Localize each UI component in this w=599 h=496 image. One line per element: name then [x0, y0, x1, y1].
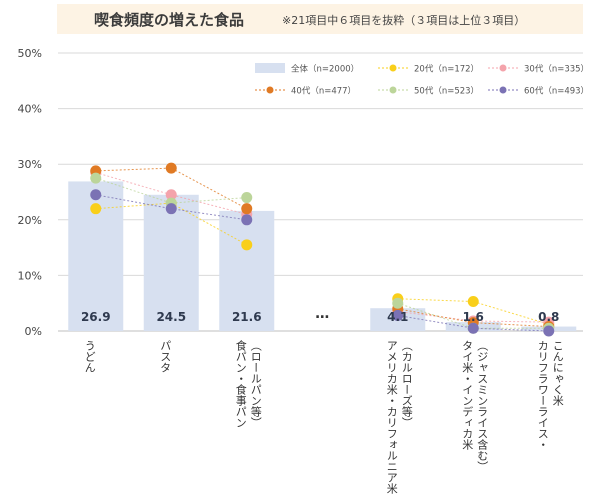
data-point-30s	[165, 189, 177, 201]
bar-value-label: 0.8	[538, 310, 559, 324]
y-tick-label: 30%	[18, 158, 42, 171]
data-point-20s	[467, 296, 479, 308]
data-point-60s	[543, 325, 555, 337]
legend-label: 全体（n=2000）	[291, 64, 359, 75]
series-line-20s	[397, 298, 549, 325]
category-label: タイ米・インディカ米	[461, 340, 474, 451]
series-line-50s	[397, 302, 549, 329]
category-label: アメリカ米・カリフォルニア米	[385, 340, 398, 495]
data-point-60s	[165, 203, 177, 215]
category-label: （カルローズ等）	[400, 340, 413, 428]
category-label: （ロールパン等）	[249, 340, 262, 428]
total-bar	[143, 194, 199, 331]
category-label: うどん	[83, 340, 96, 373]
bar-value-label: 26.9	[81, 310, 111, 324]
legend-dot	[389, 64, 397, 72]
series-line-20s	[95, 202, 247, 246]
chart-note: ※21項目中６項目を抜粋（３項目は上位３項目）	[282, 14, 526, 27]
y-tick-label: 10%	[18, 269, 42, 282]
data-point-20s	[90, 203, 102, 215]
bar-value-label: 21.6	[232, 310, 262, 324]
legend-dot	[266, 86, 274, 94]
data-point-50s	[90, 172, 102, 184]
data-point-60s	[90, 189, 102, 201]
series-line-40s	[95, 167, 247, 210]
data-point-50s	[241, 192, 253, 204]
y-tick-label: 20%	[18, 214, 42, 227]
category-label: こんにゃく米	[551, 340, 564, 407]
legend-label: 40代（n=477）	[291, 86, 356, 97]
chart-title: 喫食頻度の増えた食品	[94, 11, 245, 29]
legend-dot	[499, 86, 507, 94]
data-point-60s	[392, 309, 404, 321]
total-bar	[219, 210, 275, 331]
legend-label: 30代（n=335）	[524, 64, 589, 75]
data-point-40s	[165, 162, 177, 174]
legend-label: 50代（n=523）	[414, 86, 479, 97]
y-tick-label: 0%	[25, 325, 42, 338]
category-label: （ジャスミンライス含む）	[476, 340, 489, 472]
category-label: パスタ	[159, 340, 172, 373]
legend-label: 60代（n=493）	[524, 86, 589, 97]
data-point-60s	[467, 322, 479, 334]
legend-dot	[499, 64, 507, 72]
legend-swatch	[255, 63, 285, 73]
category-label: 食パン・食事パン	[234, 339, 247, 428]
bar-value-label: 1.6	[463, 310, 484, 324]
data-point-20s	[241, 239, 253, 251]
data-point-40s	[241, 203, 253, 215]
bar-value-label: 4.1	[387, 310, 408, 324]
bar-value-label: 24.5	[156, 310, 186, 324]
legend-label: 20代（n=172）	[414, 64, 479, 75]
legend-dot	[389, 86, 397, 94]
y-tick-label: 40%	[18, 103, 42, 116]
data-point-50s	[392, 297, 404, 309]
y-tick-label: 50%	[18, 47, 42, 60]
title-bar	[57, 4, 583, 34]
category-label: カリフラワーライス・	[536, 340, 549, 450]
data-point-60s	[241, 214, 253, 226]
category-ellipsis: …	[315, 306, 329, 322]
